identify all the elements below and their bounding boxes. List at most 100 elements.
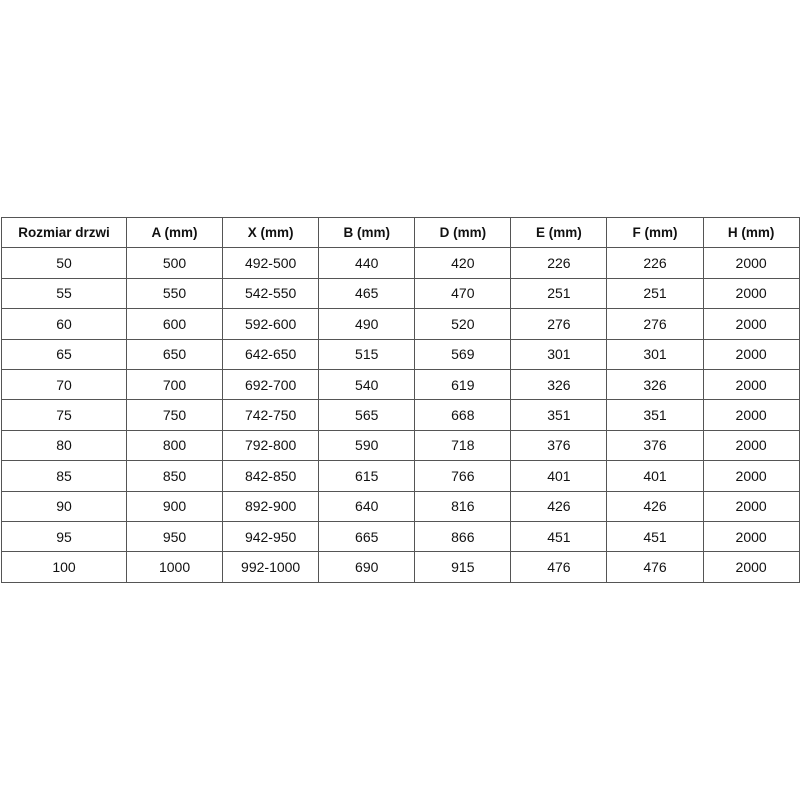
door-size-table: Rozmiar drzwi A (mm) X (mm) B (mm) D (mm) E (… <box>1 216 800 583</box>
table-cell: 301 <box>510 338 608 370</box>
table-row: 65 650 642-650 515 569 301 301 2000 <box>1 338 800 370</box>
table-cell: 351 <box>510 399 608 431</box>
table-cell: 276 <box>510 308 608 340</box>
table-cell: 85 <box>1 460 127 492</box>
table-cell: 590 <box>318 429 416 462</box>
table-cell: 2000 <box>702 368 800 401</box>
table-cell: 1000 <box>125 551 224 583</box>
table-body: 50 500 492-500 440 420 226 226 2000 55 550 542-550… <box>1 247 800 583</box>
table-cell: 600 <box>125 308 224 340</box>
table-cell: 376 <box>510 429 608 462</box>
table-cell: 942-950 <box>222 520 320 553</box>
table-cell: 718 <box>414 429 512 462</box>
table-cell: 2000 <box>702 399 800 431</box>
table-cell: 90 <box>1 490 127 522</box>
table-cell: 226 <box>510 247 608 279</box>
table-cell: 540 <box>318 368 416 401</box>
table-cell: 465 <box>318 277 416 310</box>
table-cell: 476 <box>510 551 608 583</box>
column-header: B (mm) <box>318 216 416 249</box>
table-cell: 742-750 <box>222 399 320 431</box>
table-cell: 470 <box>414 277 512 310</box>
table-cell: 992-1000 <box>222 551 320 583</box>
table-cell: 440 <box>318 247 416 279</box>
column-header: X (mm) <box>222 216 320 249</box>
table-cell: 301 <box>606 338 704 370</box>
table-cell: 816 <box>414 490 512 522</box>
table-cell: 650 <box>125 338 224 370</box>
table-cell: 70 <box>1 368 127 401</box>
table-cell: 668 <box>414 399 512 431</box>
table-row: 80 800 792-800 590 718 376 376 2000 <box>1 429 800 462</box>
table-cell: 492-500 <box>222 247 320 279</box>
table-cell: 892-900 <box>222 490 320 522</box>
table-cell: 50 <box>1 247 127 279</box>
table-cell: 65 <box>1 338 127 370</box>
column-header: Rozmiar drzwi <box>1 216 127 249</box>
column-header: F (mm) <box>606 216 704 249</box>
table-row: 55 550 542-550 465 470 251 251 2000 <box>1 277 800 310</box>
table-row: 90 900 892-900 640 816 426 426 2000 <box>1 490 800 522</box>
table-cell: 915 <box>414 551 512 583</box>
table-cell: 476 <box>606 551 704 583</box>
column-header: D (mm) <box>414 216 512 249</box>
table-cell: 500 <box>125 247 224 279</box>
table-cell: 251 <box>606 277 704 310</box>
table-row: 70 700 692-700 540 619 326 326 2000 <box>1 368 800 401</box>
table-cell: 550 <box>125 277 224 310</box>
table-cell: 351 <box>606 399 704 431</box>
table-cell: 520 <box>414 308 512 340</box>
table-cell: 2000 <box>702 338 800 370</box>
table-cell: 750 <box>125 399 224 431</box>
table-cell: 700 <box>125 368 224 401</box>
table-row: 60 600 592-600 490 520 276 276 2000 <box>1 308 800 340</box>
table-row: 100 1000 992-1000 690 915 476 476 2000 <box>1 551 800 583</box>
table-cell: 2000 <box>702 460 800 492</box>
table-cell: 251 <box>510 277 608 310</box>
table-cell: 226 <box>606 247 704 279</box>
table-cell: 592-600 <box>222 308 320 340</box>
table-row: 85 850 842-850 615 766 401 401 2000 <box>1 460 800 492</box>
table-cell: 569 <box>414 338 512 370</box>
table-cell: 451 <box>606 520 704 553</box>
table-cell: 515 <box>318 338 416 370</box>
table-cell: 792-800 <box>222 429 320 462</box>
table-cell: 866 <box>414 520 512 553</box>
table-cell: 542-550 <box>222 277 320 310</box>
table-cell: 326 <box>510 368 608 401</box>
column-header: E (mm) <box>510 216 608 249</box>
table-row: 75 750 742-750 565 668 351 351 2000 <box>1 399 800 431</box>
table-cell: 842-850 <box>222 460 320 492</box>
table-cell: 60 <box>1 308 127 340</box>
table-cell: 665 <box>318 520 416 553</box>
table-cell: 2000 <box>702 551 800 583</box>
table-cell: 326 <box>606 368 704 401</box>
table-row: 95 950 942-950 665 866 451 451 2000 <box>1 520 800 553</box>
table-cell: 2000 <box>702 308 800 340</box>
table-cell: 426 <box>606 490 704 522</box>
table-cell: 75 <box>1 399 127 431</box>
table-cell: 420 <box>414 247 512 279</box>
table-cell: 619 <box>414 368 512 401</box>
table-cell: 615 <box>318 460 416 492</box>
table-cell: 276 <box>606 308 704 340</box>
table-cell: 2000 <box>702 277 800 310</box>
table-cell: 451 <box>510 520 608 553</box>
table-cell: 2000 <box>702 520 800 553</box>
table-cell: 401 <box>510 460 608 492</box>
table-cell: 490 <box>318 308 416 340</box>
table-row: 50 500 492-500 440 420 226 226 2000 <box>1 247 800 279</box>
table-cell: 642-650 <box>222 338 320 370</box>
table-cell: 376 <box>606 429 704 462</box>
table-cell: 690 <box>318 551 416 583</box>
table-cell: 766 <box>414 460 512 492</box>
table-cell: 95 <box>1 520 127 553</box>
table-cell: 692-700 <box>222 368 320 401</box>
table-cell: 426 <box>510 490 608 522</box>
table-cell: 55 <box>1 277 127 310</box>
header-row: Rozmiar drzwi A (mm) X (mm) B (mm) D (mm) E (… <box>1 216 800 249</box>
table-cell: 401 <box>606 460 704 492</box>
table-cell: 2000 <box>702 490 800 522</box>
column-header: H (mm) <box>702 216 800 249</box>
table-cell: 640 <box>318 490 416 522</box>
